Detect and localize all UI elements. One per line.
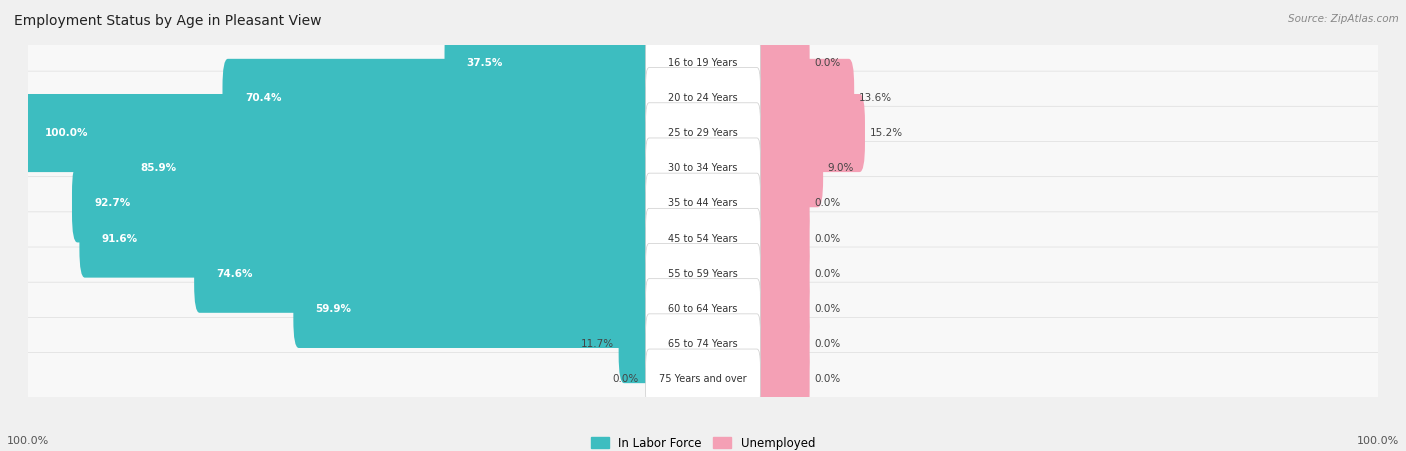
FancyBboxPatch shape (20, 353, 1386, 406)
Text: 65 to 74 Years: 65 to 74 Years (668, 339, 738, 349)
FancyBboxPatch shape (752, 340, 810, 419)
FancyBboxPatch shape (752, 199, 810, 278)
Text: 30 to 34 Years: 30 to 34 Years (668, 163, 738, 173)
Text: 0.0%: 0.0% (814, 234, 841, 244)
FancyBboxPatch shape (20, 142, 1386, 195)
Text: 60 to 64 Years: 60 to 64 Years (668, 304, 738, 314)
FancyBboxPatch shape (20, 71, 1386, 124)
FancyBboxPatch shape (20, 177, 1386, 230)
FancyBboxPatch shape (645, 32, 761, 93)
Text: 13.6%: 13.6% (859, 93, 891, 103)
Text: 0.0%: 0.0% (814, 198, 841, 208)
Text: 91.6%: 91.6% (101, 234, 138, 244)
Text: 0.0%: 0.0% (814, 374, 841, 384)
FancyBboxPatch shape (444, 23, 654, 102)
FancyBboxPatch shape (752, 94, 865, 172)
FancyBboxPatch shape (645, 208, 761, 269)
FancyBboxPatch shape (619, 305, 654, 383)
FancyBboxPatch shape (752, 270, 810, 348)
FancyBboxPatch shape (752, 23, 810, 102)
FancyBboxPatch shape (752, 59, 855, 137)
Text: 100.0%: 100.0% (1357, 437, 1399, 446)
Text: 15.2%: 15.2% (870, 128, 903, 138)
Text: 100.0%: 100.0% (45, 128, 89, 138)
Text: 45 to 54 Years: 45 to 54 Years (668, 234, 738, 244)
FancyBboxPatch shape (752, 129, 823, 207)
Text: Source: ZipAtlas.com: Source: ZipAtlas.com (1288, 14, 1399, 23)
Text: 25 to 29 Years: 25 to 29 Years (668, 128, 738, 138)
Text: 70.4%: 70.4% (245, 93, 281, 103)
FancyBboxPatch shape (20, 282, 1386, 336)
Text: 59.9%: 59.9% (315, 304, 352, 314)
Text: 85.9%: 85.9% (141, 163, 176, 173)
FancyBboxPatch shape (22, 94, 654, 172)
FancyBboxPatch shape (752, 235, 810, 313)
FancyBboxPatch shape (645, 173, 761, 234)
FancyBboxPatch shape (294, 270, 654, 348)
FancyBboxPatch shape (645, 244, 761, 304)
FancyBboxPatch shape (645, 138, 761, 198)
FancyBboxPatch shape (752, 305, 810, 383)
Text: 0.0%: 0.0% (814, 58, 841, 68)
Text: 9.0%: 9.0% (828, 163, 855, 173)
Text: 0.0%: 0.0% (613, 374, 638, 384)
Text: 37.5%: 37.5% (467, 58, 503, 68)
Text: 0.0%: 0.0% (814, 304, 841, 314)
FancyBboxPatch shape (645, 314, 761, 374)
FancyBboxPatch shape (194, 235, 654, 313)
Text: 92.7%: 92.7% (94, 198, 131, 208)
FancyBboxPatch shape (222, 59, 654, 137)
Text: 0.0%: 0.0% (814, 339, 841, 349)
FancyBboxPatch shape (20, 318, 1386, 371)
Text: Employment Status by Age in Pleasant View: Employment Status by Age in Pleasant Vie… (14, 14, 322, 28)
FancyBboxPatch shape (20, 212, 1386, 265)
Text: 100.0%: 100.0% (7, 437, 49, 446)
Text: 0.0%: 0.0% (814, 269, 841, 279)
Text: 74.6%: 74.6% (217, 269, 253, 279)
FancyBboxPatch shape (118, 129, 654, 207)
FancyBboxPatch shape (20, 106, 1386, 160)
Text: 16 to 19 Years: 16 to 19 Years (668, 58, 738, 68)
Text: 35 to 44 Years: 35 to 44 Years (668, 198, 738, 208)
Legend: In Labor Force, Unemployed: In Labor Force, Unemployed (586, 432, 820, 451)
Text: 20 to 24 Years: 20 to 24 Years (668, 93, 738, 103)
FancyBboxPatch shape (645, 68, 761, 128)
FancyBboxPatch shape (20, 36, 1386, 89)
FancyBboxPatch shape (645, 279, 761, 339)
Text: 11.7%: 11.7% (581, 339, 614, 349)
FancyBboxPatch shape (752, 164, 810, 243)
FancyBboxPatch shape (645, 103, 761, 163)
Text: 75 Years and over: 75 Years and over (659, 374, 747, 384)
FancyBboxPatch shape (72, 164, 654, 243)
Text: 55 to 59 Years: 55 to 59 Years (668, 269, 738, 279)
FancyBboxPatch shape (20, 247, 1386, 300)
FancyBboxPatch shape (645, 349, 761, 410)
FancyBboxPatch shape (79, 199, 654, 278)
